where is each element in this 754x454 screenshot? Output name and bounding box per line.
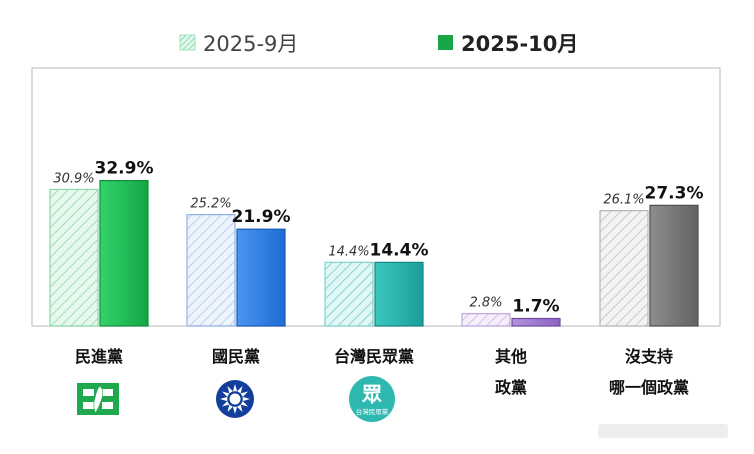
category-label-none-line1: 沒支持 <box>625 347 673 366</box>
legend-swatch-prev <box>179 34 196 51</box>
watermark <box>598 424 728 438</box>
value-label-tpp-curr: 14.4% <box>370 240 429 260</box>
value-label-none-curr: 27.3% <box>645 183 704 203</box>
category-label-kmt: 國民黨 <box>212 347 260 366</box>
value-label-tpp-prev: 14.4% <box>328 244 369 259</box>
bar-kmt-prev <box>186 214 236 327</box>
category-label-tpp: 台灣民眾黨 <box>334 347 414 366</box>
bars-group: 30.9%32.9% 25.2%21.9% 14.4% 14.4% 2.8% 1.7% 26… <box>49 159 704 327</box>
category-label-none-line2: 哪一個政黨 <box>609 378 689 397</box>
bar-other-prev <box>461 313 511 327</box>
value-label-kmt-prev: 25.2% <box>190 197 231 212</box>
bar-other-curr <box>511 317 561 327</box>
dpp-logo <box>77 383 119 415</box>
bar-none-curr <box>649 204 699 327</box>
legend-swatch-curr <box>438 35 453 50</box>
value-label-other-prev: 2.8% <box>469 296 502 311</box>
tpp-logo: 眾 台灣民眾黨 <box>349 376 395 422</box>
tpp-logo-text: 台灣民眾黨 <box>356 407 389 416</box>
value-label-kmt-curr: 21.9% <box>232 207 291 227</box>
legend: 2025-9月 2025-10月 <box>179 32 578 56</box>
category-label-other-line2: 政黨 <box>495 378 527 397</box>
value-label-none-prev: 26.1% <box>603 193 644 208</box>
value-label-dpp-curr: 32.9% <box>95 159 154 179</box>
bar-kmt-curr <box>236 228 286 327</box>
legend-label-curr: 2025-10月 <box>461 32 578 56</box>
bar-tpp-curr <box>374 261 424 327</box>
kmt-sun-rays <box>220 384 250 414</box>
value-label-dpp-prev: 30.9% <box>53 171 94 186</box>
bar-tpp-prev <box>324 261 374 327</box>
tpp-logo-char: 眾 <box>361 382 382 406</box>
category-label-other-line1: 其他 <box>495 347 527 366</box>
bar-dpp-prev <box>49 188 99 327</box>
legend-label-prev: 2025-9月 <box>203 32 298 56</box>
bar-dpp-curr <box>99 179 149 327</box>
kmt-emblem <box>216 380 254 418</box>
bar-none-prev <box>599 210 649 327</box>
value-label-other-curr: 1.7% <box>512 296 559 316</box>
category-label-dpp: 民進黨 <box>75 347 123 366</box>
